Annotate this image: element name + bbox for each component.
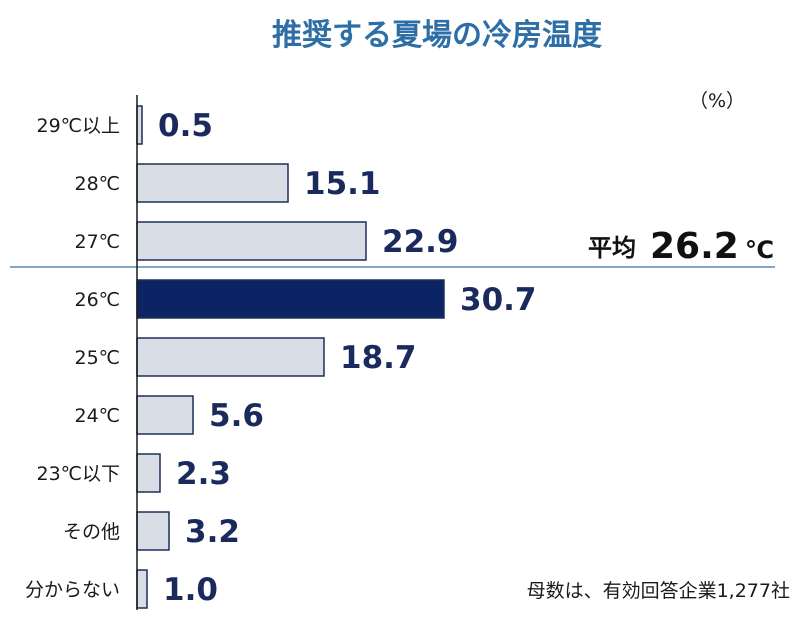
value-labels-group: 0.5 15.122.930.7 18.7 5.6 2.3 3.2 1.0 [158,108,537,608]
category-label-7: その他 [63,521,120,543]
value-label-7: 3.2 [185,514,240,550]
value-label-3: 30.7 [460,282,537,318]
value-label-0: 0.5 [158,108,213,144]
category-label-3: 26℃ [74,289,120,311]
chart-title: 推奨する夏場の冷房温度 [272,18,602,53]
value-label-4: 18.7 [340,340,417,376]
category-label-6: 23℃以下 [36,463,120,485]
category-label-0: 29℃以上 [36,115,120,137]
category-label-2: 27℃ [74,231,120,253]
category-label-5: 24℃ [74,405,120,427]
average-annotation: 平均 26.2 ℃ [588,226,774,267]
value-label-6: 2.3 [176,456,231,492]
value-label-5: 5.6 [209,398,264,434]
bar-2 [136,221,367,261]
category-label-8: 分からない [25,579,120,601]
average-label: 平均 [588,234,636,262]
bar-7 [136,511,170,551]
bar-1 [136,163,289,203]
bar-8 [136,569,148,609]
value-label-1: 15.1 [304,166,381,202]
bar-5 [136,395,194,435]
bar-6 [136,453,161,493]
unit-label: （%） [689,90,745,112]
category-label-1: 28℃ [74,173,120,195]
bar-4 [136,337,325,377]
bar-3 [136,279,445,319]
category-label-4: 25℃ [74,347,120,369]
value-label-2: 22.9 [382,224,459,260]
sample-size-note: 母数は、有効回答企業1,277社 [527,580,790,602]
value-label-8: 1.0 [163,572,218,608]
average-value: 26.2 [650,226,739,267]
bars-group [136,105,445,609]
average-unit: ℃ [745,236,774,264]
